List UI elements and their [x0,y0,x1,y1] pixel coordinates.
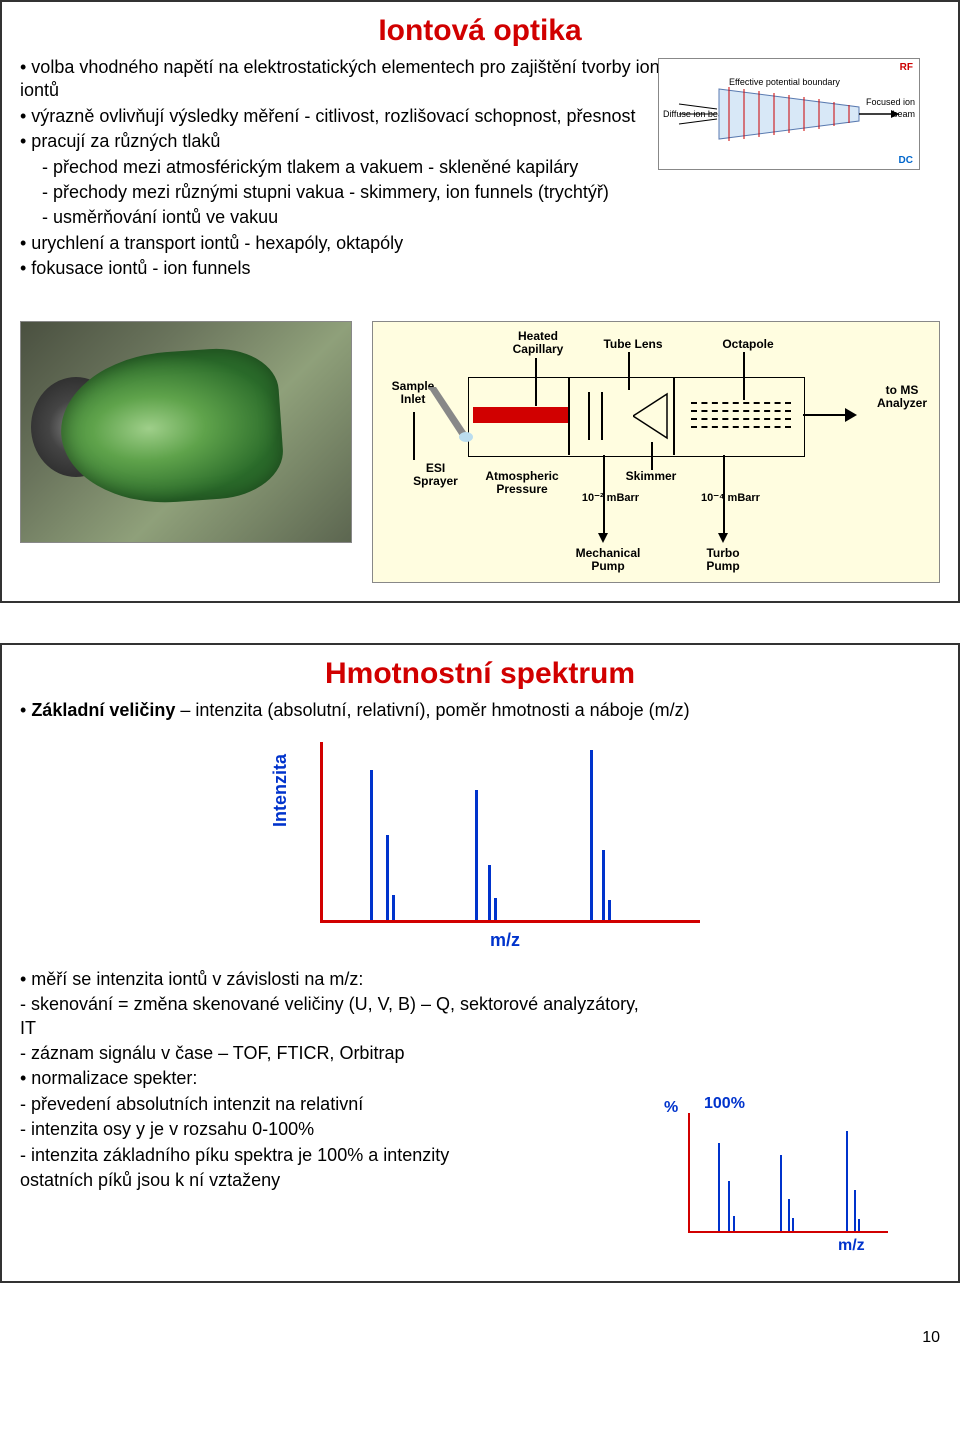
skimmer-icon [633,390,673,442]
mini-peak [858,1219,860,1231]
text-line: - převedení absolutních intenzit na rela… [20,1093,640,1116]
peak [602,850,605,920]
text-line: - usměrňování iontů ve vakuu [42,206,940,229]
slide1-body: • volba vhodného napětí na elektrostatic… [20,56,940,281]
page-number: 10 [922,1329,940,1347]
text-line: • normalizace spekter: [20,1067,640,1090]
mini-xlabel: m/z [838,1237,865,1255]
slide-iontova-optika: Iontová optika • volba vhodného napětí n… [0,0,960,603]
peak [386,835,389,920]
sch-turbo: TurboPump [693,547,753,573]
sch-mech: MechanicalPump [568,547,648,573]
sch-heated-cap: HeatedCapillary [508,330,568,356]
sch-octapole: Octapole [713,338,783,351]
slide1-title: Iontová optika [20,14,940,48]
text-line: • měří se intenzita iontů v závislosti n… [20,968,640,991]
main-spectrum-chart: Intenzita m/z [210,732,750,952]
rest-text: – intenzita (absolutní, relativní), pomě… [175,700,689,720]
text-line: - intenzita základního píku spektra je 1… [20,1144,640,1167]
instrument-photo [20,321,352,543]
sch-skimmer: Skimmer [621,470,681,483]
sprayer-icon [428,387,473,445]
mini-peak [733,1216,735,1231]
pct100-label: 100% [704,1095,745,1113]
text-line: - záznam signálu v čase – TOF, FTICR, Or… [20,1042,640,1065]
peak [488,865,491,920]
slide2-title: Hmotnostní spektrum [20,657,940,691]
mini-peak [854,1190,856,1231]
text-line: • urychlení a transport iontů - hexapóly… [20,232,940,255]
sch-tube-lens: Tube Lens [598,338,668,351]
peak [392,895,395,920]
sch-esi: ESISprayer [408,462,463,488]
slide2-body: • měří se intenzita iontů v závislosti n… [20,968,640,1193]
slide2-topline: • Základní veličiny – intenzita (absolut… [20,699,940,722]
text-line: ostatních píků jsou k ní vztaženy [20,1169,640,1192]
mini-peak [780,1155,782,1231]
mini-peak [846,1131,848,1231]
peak [494,898,497,920]
mini-peak [792,1218,794,1231]
peak [475,790,478,920]
text-line: - intenzita osy y je v rozsahu 0-100% [20,1118,640,1141]
text-line: - přechody mezi různými stupni vakua - s… [42,181,940,204]
text-line: • fokusace iontů - ion funnels [20,257,940,280]
sch-p1: 10⁻² mBarr [573,492,648,504]
x-axis [320,920,700,923]
funnel-svg [659,59,919,169]
ion-source-schematic: SampleInlet HeatedCapillary Tube Lens Oc… [372,321,940,583]
mini-peaks-container [688,1113,888,1231]
peaks-container [320,742,700,920]
xlabel: m/z [490,930,520,951]
bold-term: Základní veličiny [31,700,175,720]
ion-funnel-diagram: RF Effective potential boundary Diffuse … [658,58,920,170]
sch-p2: 10⁻⁴ mBarr [693,492,768,504]
mini-peak [718,1143,720,1231]
mini-peak [728,1181,730,1231]
mini-spectrum-chart: % 100% m/z [668,1101,898,1251]
slide1-images-row: SampleInlet HeatedCapillary Tube Lens Oc… [20,321,940,583]
sch-atm: AtmosphericPressure [481,470,563,496]
mini-x-axis [688,1231,888,1233]
pct-label: % [664,1099,678,1117]
ylabel: Intenzita [270,754,291,827]
slide-hmotnostni-spektrum: Hmotnostní spektrum • Základní veličiny … [0,643,960,1283]
peak [370,770,373,920]
mini-peak [788,1199,790,1231]
peak [608,900,611,920]
sch-to-ms: to MSAnalyzer [873,384,931,410]
peak [590,750,593,920]
text-line: - skenování = změna skenované veličiny (… [20,993,640,1040]
bullet: • [20,700,31,720]
